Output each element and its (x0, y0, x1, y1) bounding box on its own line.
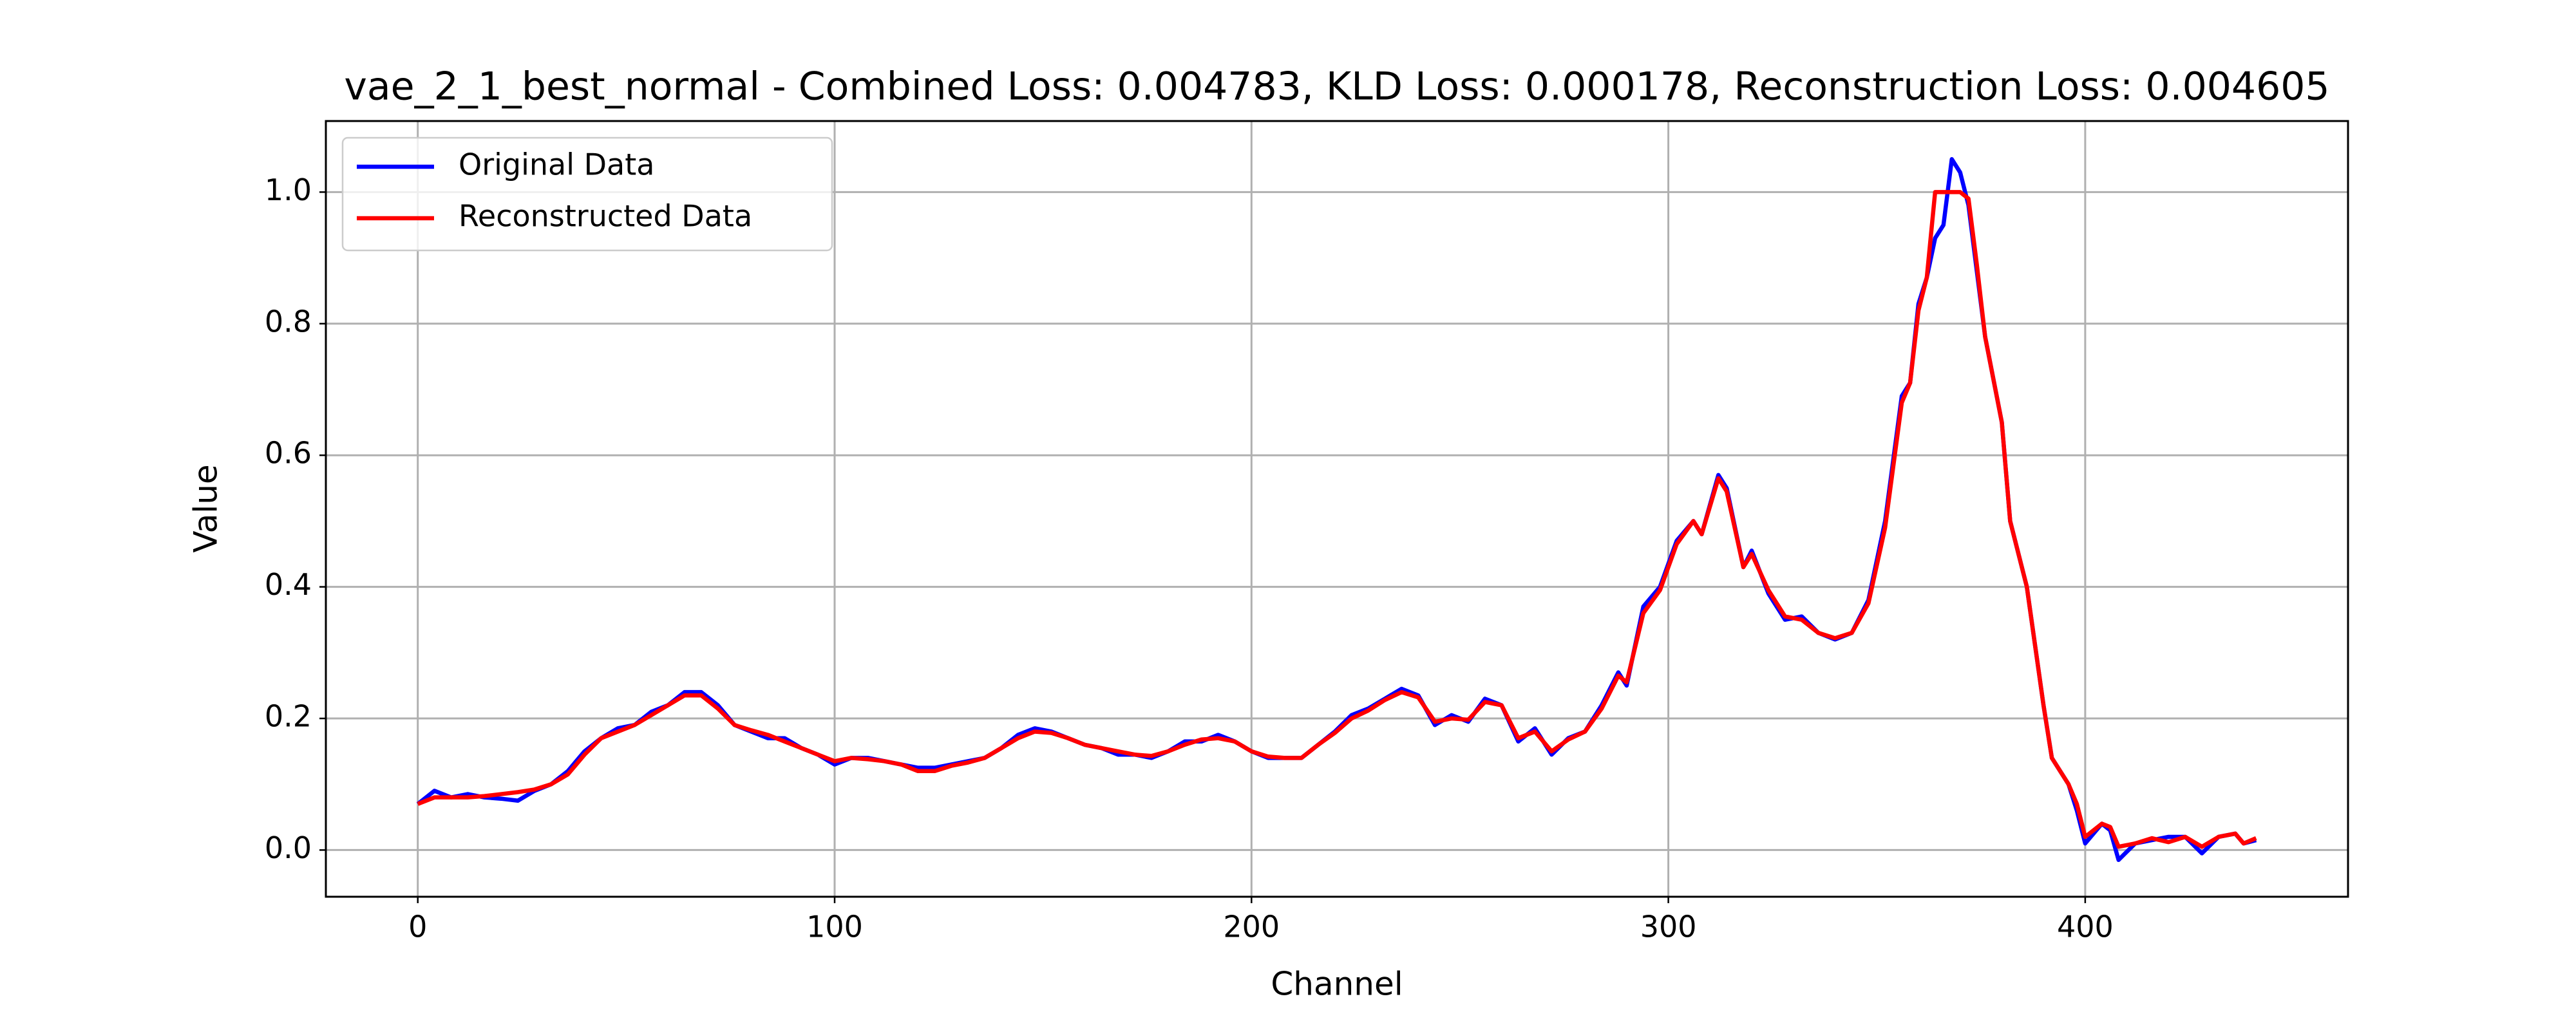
data-line (417, 190, 2257, 849)
data-line (416, 157, 2257, 863)
y-tick-label: 0.4 (265, 567, 312, 602)
legend-box (341, 136, 833, 252)
y-tick-label: 0.6 (265, 436, 312, 471)
y-tick-label: 0.8 (265, 304, 312, 339)
y-tick-label: 0.2 (265, 699, 312, 734)
x-axis-label: Channel (1271, 966, 1403, 1003)
y-tick-label: 0.0 (265, 830, 312, 865)
plot-frame (325, 120, 2349, 898)
legend: Original Data Reconstructed Data (341, 136, 833, 252)
y-axis-label: Value (187, 464, 225, 552)
x-tick-label: 100 (806, 910, 863, 944)
legend-label: Reconstructed Data (459, 199, 752, 234)
x-tick-label: 300 (1640, 910, 1697, 944)
x-tick-label: 0 (408, 910, 427, 944)
x-tick-label: 400 (2057, 910, 2114, 944)
x-tick-label: 200 (1223, 910, 1280, 944)
legend-label: Original Data (459, 147, 654, 182)
chart-title: vae_2_1_best_normal - Combined Loss: 0.0… (344, 64, 2329, 109)
y-tick-label: 1.0 (265, 173, 312, 207)
